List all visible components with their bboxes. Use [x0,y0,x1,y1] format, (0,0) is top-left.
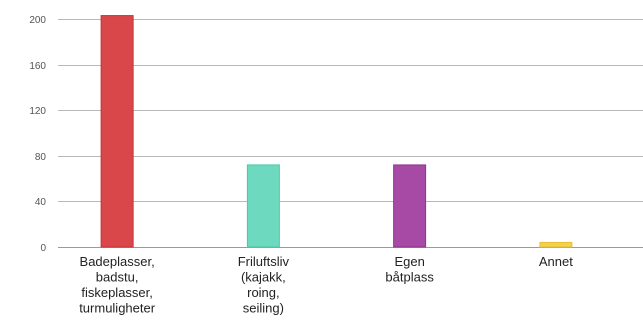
x-axis-category-labels: Badeplasser, badstu, fiskeplasser, turmulig… [79,254,573,316]
x-category-label: Annet [539,254,573,269]
x-category-label-line: fiskeplasser, [81,285,153,300]
x-category-label: Egen båtplass [385,254,434,285]
x-category-label-line: Friluftsliv [238,254,290,269]
x-category-label-line: seiling) [243,301,284,316]
bar-2 [393,164,427,248]
x-category-label-line: Egen [394,254,424,269]
bar-1 [246,164,280,248]
x-category-label-line: (kajakk, [241,270,286,285]
x-category-label-line: båtplass [385,270,434,285]
x-category-label-line: Badeplasser, [80,254,155,269]
grid-lines [58,19,643,248]
x-category-label-line: badstu, [96,270,139,285]
y-tick-label: 0 [40,243,46,254]
y-tick-label: 200 [29,15,46,26]
x-category-label: Badeplasser, badstu, fiskeplasser, turmulig… [79,254,156,316]
x-category-label: Friluftsliv (kajakk, roing, seiling) [238,254,290,316]
y-tick-label: 40 [35,197,47,208]
bar-3 [539,241,573,248]
bars [100,15,573,248]
y-tick-label: 120 [29,106,46,117]
x-category-label-line: roing, [247,285,280,300]
x-category-label-line: Annet [539,254,573,269]
y-axis-tick-labels: 0 40 80 120 160 200 [29,15,46,254]
bar-0 [100,15,134,248]
y-tick-label: 160 [29,61,46,72]
x-category-label-line: turmuligheter [79,301,156,316]
y-tick-label: 80 [35,152,47,163]
